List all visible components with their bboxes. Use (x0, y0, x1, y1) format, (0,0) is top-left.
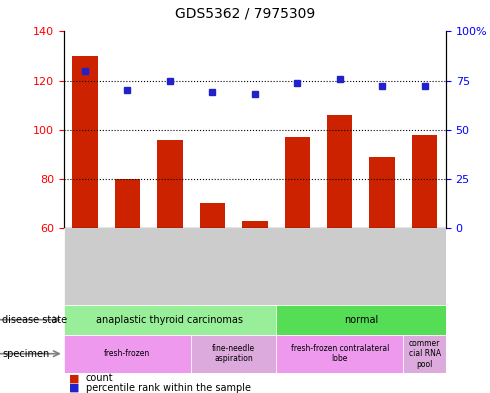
Bar (412, 134, 438, 228)
Text: normal: normal (344, 315, 378, 325)
Text: commer
cial RNA
pool: commer cial RNA pool (409, 339, 441, 369)
Text: GDS5362 / 7975309: GDS5362 / 7975309 (175, 7, 315, 21)
Bar (276, 305, 446, 335)
Bar (276, 335, 403, 373)
Bar (403, 335, 446, 373)
Bar (199, 203, 225, 228)
Bar (64, 305, 276, 335)
Bar (191, 335, 276, 373)
Bar (285, 137, 310, 228)
Text: fresh-frozen contralateral
lobe: fresh-frozen contralateral lobe (291, 344, 389, 364)
Text: ■: ■ (69, 373, 79, 384)
Text: ■: ■ (69, 383, 79, 393)
Bar (157, 140, 183, 228)
Text: percentile rank within the sample: percentile rank within the sample (86, 383, 251, 393)
Text: fine-needle
aspiration: fine-needle aspiration (212, 344, 255, 364)
Bar (369, 157, 395, 228)
Bar (64, 335, 191, 373)
Bar (115, 179, 140, 228)
Text: disease state: disease state (2, 315, 68, 325)
Text: count: count (86, 373, 113, 384)
Bar (72, 56, 98, 228)
Text: anaplastic thyroid carcinomas: anaplastic thyroid carcinomas (97, 315, 244, 325)
Text: fresh-frozen: fresh-frozen (104, 349, 150, 358)
Text: specimen: specimen (2, 349, 49, 359)
Bar (327, 115, 352, 228)
Bar (242, 220, 268, 228)
